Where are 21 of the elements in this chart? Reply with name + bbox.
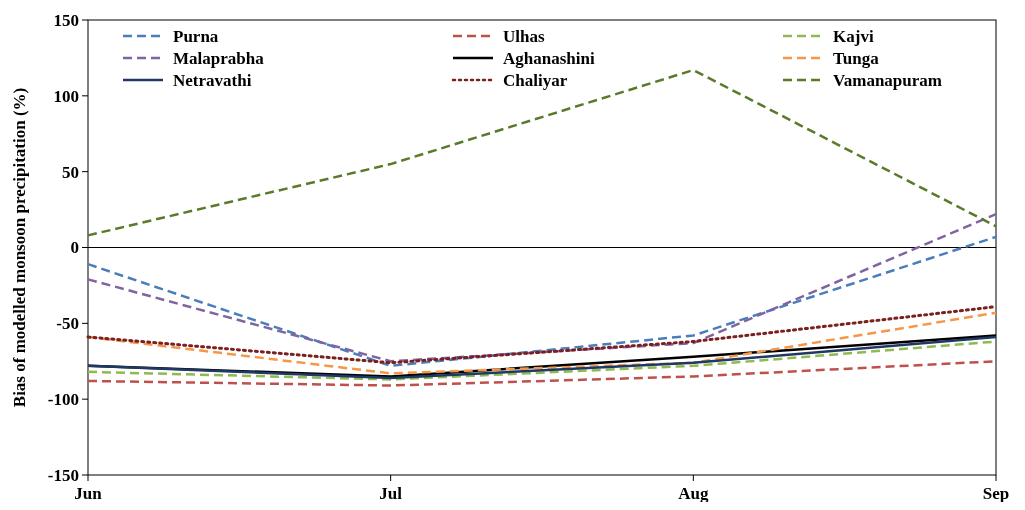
legend-label: Aghanashini xyxy=(503,48,595,68)
y-axis-title: Bias of modelled monsoon precipitation (%) xyxy=(10,87,29,408)
legend-label: Malaprabha xyxy=(173,48,265,68)
legend-label: Netravathi xyxy=(173,70,252,90)
x-tick-label: Sep xyxy=(982,484,1010,503)
x-tick-label: Jul xyxy=(379,484,403,503)
x-tick-label: Jun xyxy=(74,484,103,503)
legend-label: Vamanapuram xyxy=(833,70,942,90)
legend-label: Kajvi xyxy=(833,26,874,46)
legend-label: Purna xyxy=(173,26,219,46)
x-tick-label: Aug xyxy=(678,484,709,503)
y-tick-label: -150 xyxy=(47,465,79,485)
y-tick-label: -50 xyxy=(56,314,79,334)
y-tick-label: -100 xyxy=(47,390,79,410)
y-tick-label: 100 xyxy=(53,86,79,106)
y-tick-label: 0 xyxy=(70,238,79,258)
legend-label: Chaliyar xyxy=(503,70,568,90)
y-tick-label: 50 xyxy=(62,162,79,182)
legend-label: Tunga xyxy=(833,48,880,68)
y-tick-label: 150 xyxy=(53,10,79,30)
legend-label: Ulhas xyxy=(503,26,545,46)
